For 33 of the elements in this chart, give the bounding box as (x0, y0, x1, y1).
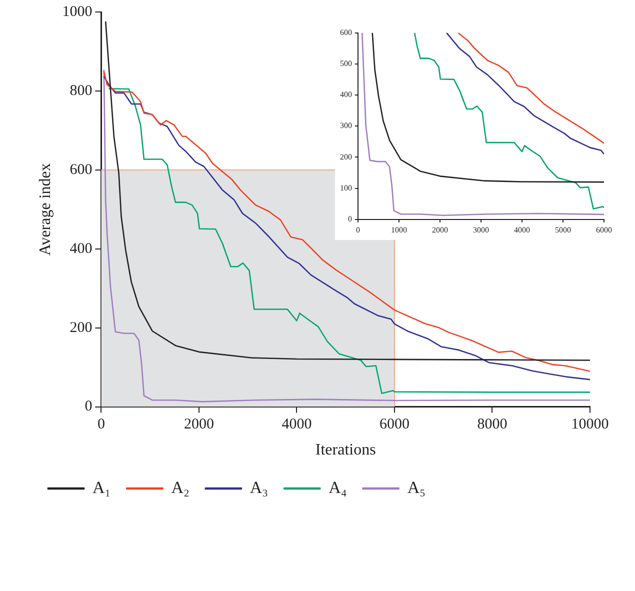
x-tick-label: 10000 (571, 416, 609, 433)
legend-label: A₃ (250, 478, 268, 497)
x-tick-label: 3000 (473, 225, 489, 234)
y-tick-label: 200 (340, 152, 352, 162)
y-tick-label: 0 (348, 214, 352, 224)
x-tick-label: 5000 (555, 225, 571, 234)
x-tick-label: 8000 (477, 416, 508, 433)
y-tick-label: 600 (70, 162, 92, 178)
y-axis-title: Average index (36, 163, 54, 256)
y-tick-label: 400 (340, 90, 352, 100)
x-tick-label: 2000 (432, 225, 448, 234)
x-axis-title: Iterations (315, 442, 376, 459)
y-tick-label: 600 (340, 28, 352, 37)
legend-label: A₄ (328, 478, 347, 497)
y-tick-label: 400 (70, 240, 92, 257)
legend-label: A₂ (171, 478, 190, 497)
y-tick-label: 800 (70, 82, 92, 99)
x-tick-label: 6000 (596, 225, 612, 234)
x-tick-label: 1000 (391, 225, 407, 234)
x-tick-label: 4000 (282, 416, 312, 433)
legend-label: A₁ (92, 478, 111, 497)
x-tick-label: 0 (356, 225, 360, 234)
x-tick-label: 4000 (514, 225, 530, 234)
legend-label: A₅ (407, 478, 426, 497)
y-tick-label: 0 (84, 398, 92, 415)
y-tick-label: 100 (340, 183, 352, 192)
y-tick-label: 200 (70, 320, 92, 336)
x-tick-label: 2000 (184, 416, 214, 433)
y-tick-label: 500 (340, 58, 352, 68)
x-tick-label: 6000 (379, 416, 410, 433)
x-tick-label: 0 (97, 416, 105, 433)
y-tick-label: 1000 (62, 4, 92, 20)
y-tick-label: 300 (340, 121, 352, 130)
